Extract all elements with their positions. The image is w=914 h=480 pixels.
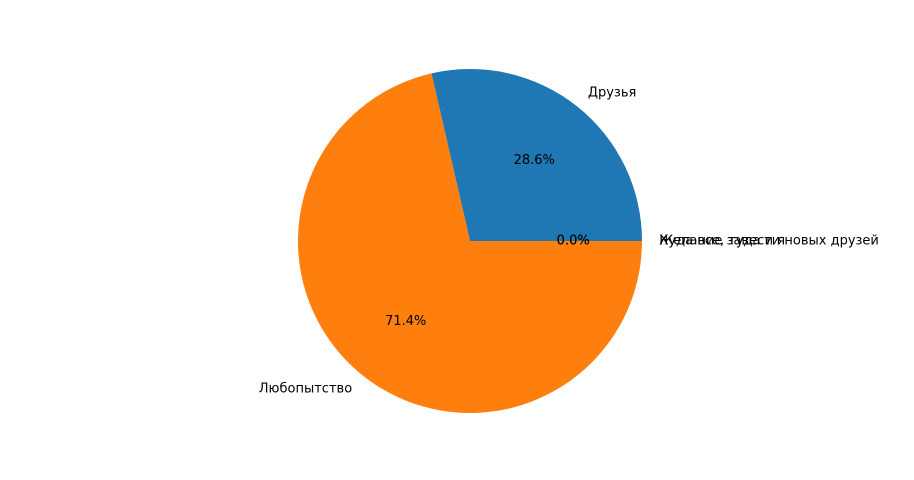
slice-percent-label: 71.4% [385,314,426,329]
slice-percent-label: 0.0% [557,234,590,249]
slice-category-label: Желание завести новых друзей [659,234,879,249]
slice-category-label: Друзья [588,85,637,100]
pie-slice-1 [431,69,642,242]
slice-category-label: Любопытство [259,382,352,397]
pie-labels: Друзья 28.6% Любопытство 71.4% Куда все, туд… [259,85,879,396]
slice-percent-label: 0.0% [557,234,590,249]
pie-slices [297,69,642,413]
slice-percent-label: 28.6% [514,153,555,168]
slice-category-label: Куда все, туда и я [659,234,785,249]
pie-slice-2 [297,73,642,413]
